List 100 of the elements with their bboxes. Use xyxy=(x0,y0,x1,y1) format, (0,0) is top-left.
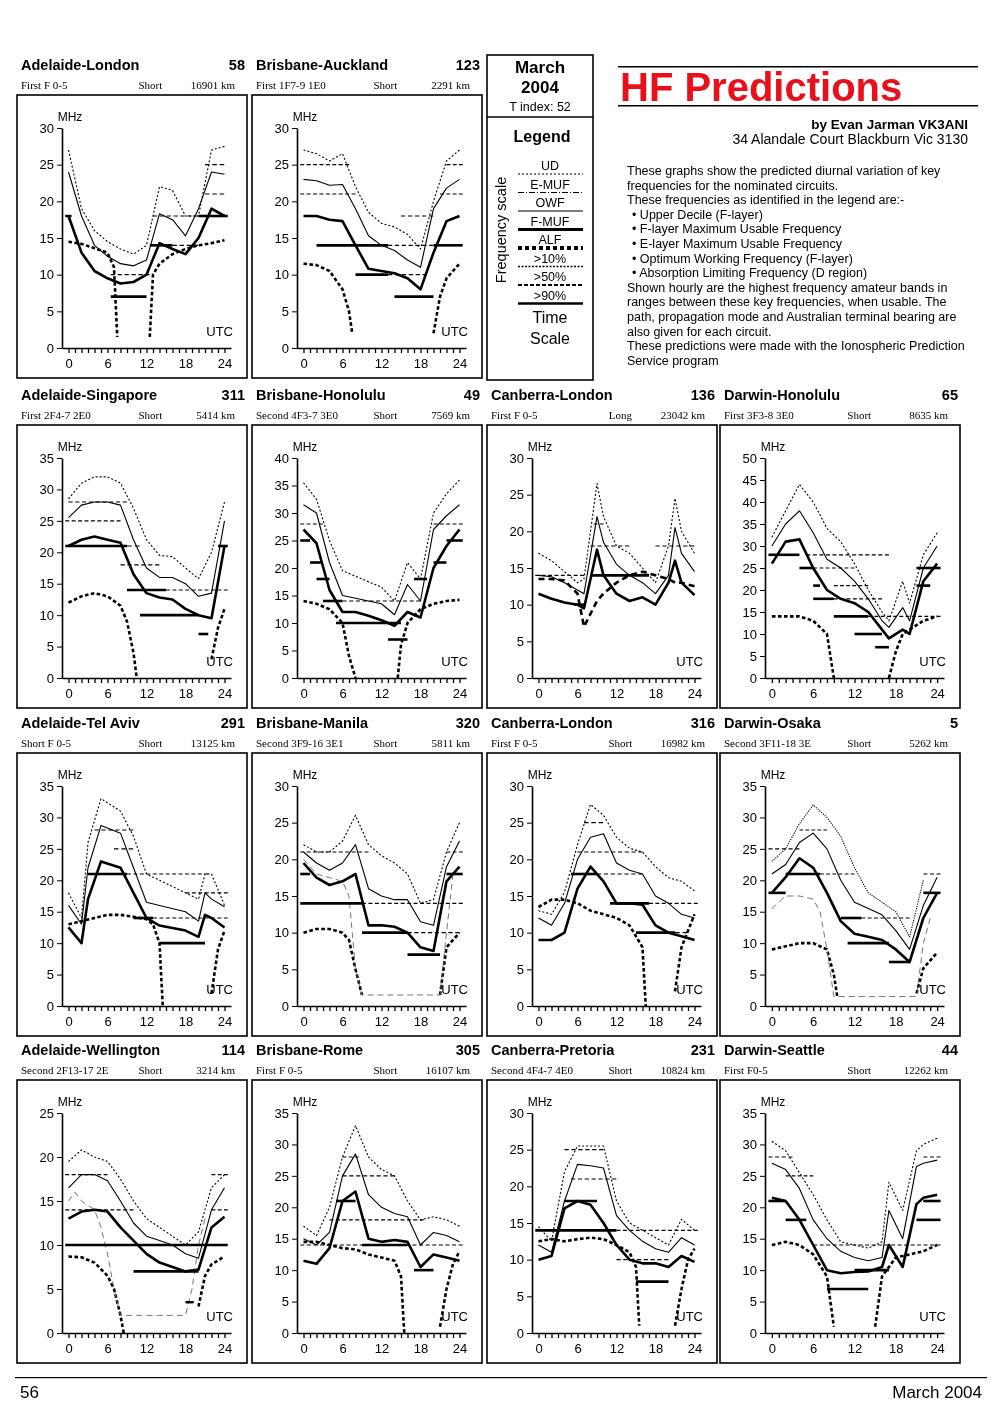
y-tick-label: 15 xyxy=(509,1215,524,1231)
y-tick-label: 25 xyxy=(39,841,54,857)
text: 65 xyxy=(941,387,958,403)
y-tick-label: 35 xyxy=(274,478,289,494)
y-tick-label: 5 xyxy=(46,1281,54,1297)
y-tick-label: 25 xyxy=(509,1142,524,1158)
chart-title: Brisbane-Honolulu xyxy=(256,387,386,403)
text: Short xyxy=(847,1064,872,1076)
text: These frequencies as identified in the legend are:- xyxy=(627,193,905,208)
x-tick-label: 18 xyxy=(178,1013,194,1029)
y-tick-label: 20 xyxy=(742,1199,757,1215)
x-tick-label: 0 xyxy=(535,1340,543,1356)
y-tick-label: 0 xyxy=(749,1325,757,1341)
text: 44 xyxy=(941,1042,958,1058)
y-axis-title: MHz xyxy=(760,768,786,782)
y-tick-label: 5 xyxy=(749,967,757,983)
annotation: UTC xyxy=(919,1309,946,1324)
text: 5 xyxy=(949,715,958,731)
y-tick-label: 20 xyxy=(274,560,289,576)
y-axis-title: MHz xyxy=(57,768,83,782)
y-axis-title: MHz xyxy=(527,768,553,782)
text: Short xyxy=(373,79,398,91)
y-tick-label: 10 xyxy=(509,597,524,613)
x-tick-label: 0 xyxy=(65,685,73,701)
text: First F0-5 xyxy=(724,1064,769,1076)
y-tick-label: 30 xyxy=(39,810,54,826)
x-tick-label: 18 xyxy=(413,355,429,371)
chart-title: Adelaide-Tel Aviv xyxy=(21,715,140,731)
y-tick-label: 20 xyxy=(39,1149,54,1165)
y-tick-label: 25 xyxy=(742,560,757,576)
x-tick-label: 12 xyxy=(847,685,863,701)
x-tick-label: 12 xyxy=(609,1340,625,1356)
text: Short xyxy=(138,409,163,421)
x-tick-label: 12 xyxy=(139,685,155,701)
x-tick-label: 24 xyxy=(217,685,233,701)
text: First F 0-5 xyxy=(256,1064,303,1076)
y-tick-label: 30 xyxy=(509,450,524,466)
x-tick-label: 12 xyxy=(374,685,390,701)
text: 123 xyxy=(455,57,480,73)
y-tick-label: 35 xyxy=(742,516,757,532)
chart-title: Brisbane-Manila xyxy=(256,715,369,731)
y-tick-label: 25 xyxy=(742,1168,757,1184)
text: Short xyxy=(608,1064,633,1076)
annotation: UTC xyxy=(206,1309,233,1324)
x-tick-label: 24 xyxy=(687,1013,703,1029)
x-tick-label: 24 xyxy=(217,1013,233,1029)
text: 7569 km xyxy=(431,409,471,421)
text: 16107 km xyxy=(425,1064,471,1076)
y-tick-label: 0 xyxy=(281,340,289,356)
y-tick-label: 5 xyxy=(46,303,54,319)
x-tick-label: 18 xyxy=(889,1013,904,1029)
x-tick-label: 24 xyxy=(687,1340,703,1356)
x-tick-label: 12 xyxy=(847,1340,863,1356)
x-tick-label: 6 xyxy=(104,685,112,701)
text: E-MUF xyxy=(530,177,571,192)
x-tick-label: 24 xyxy=(930,1013,945,1029)
x-tick-label: 24 xyxy=(452,1340,468,1356)
text: These graphs show the predicted diurnal variation of key frequencies for the nominated circuits. xyxy=(627,164,942,193)
y-tick-label: 30 xyxy=(274,778,289,794)
x-tick-label: 0 xyxy=(768,1340,776,1356)
text: 3214 km xyxy=(196,1064,236,1076)
y-tick-label: 15 xyxy=(274,1231,289,1247)
text: Short xyxy=(608,737,633,749)
y-axis-title: MHz xyxy=(57,110,83,124)
x-tick-label: 0 xyxy=(300,1013,308,1029)
y-tick-label: 30 xyxy=(742,810,757,826)
y-axis-title: MHz xyxy=(527,1095,553,1109)
x-tick-label: 18 xyxy=(178,355,194,371)
y-tick-label: 20 xyxy=(274,851,289,867)
y-tick-label: 20 xyxy=(509,523,524,539)
text: First F 0-5 xyxy=(21,79,68,91)
text: • Upper Decile (F-layer) xyxy=(632,207,763,222)
y-tick-label: 5 xyxy=(281,1294,289,1310)
annotation: UTC xyxy=(441,1309,468,1324)
text: Legend xyxy=(513,128,571,145)
x-tick-label: 6 xyxy=(104,355,112,371)
y-tick-label: 5 xyxy=(749,1294,757,1310)
y-tick-label: 0 xyxy=(46,1325,54,1341)
y-tick-label: 15 xyxy=(742,1231,757,1247)
y-tick-label: 15 xyxy=(274,888,289,904)
text: OWF xyxy=(535,196,565,210)
text: 2291 km xyxy=(431,79,471,91)
text: F-MUF xyxy=(530,214,570,229)
y-tick-label: 10 xyxy=(39,267,54,283)
y-tick-label: 35 xyxy=(39,778,54,794)
annotation: UTC xyxy=(206,982,233,997)
text: >90% xyxy=(533,288,567,303)
chart-title: Adelaide-London xyxy=(21,57,140,73)
text: by Evan Jarman VK3ANI xyxy=(811,117,968,132)
y-axis-title: MHz xyxy=(292,110,318,124)
y-axis-title: MHz xyxy=(292,1095,318,1109)
y-tick-label: 0 xyxy=(749,670,757,686)
y-tick-label: 25 xyxy=(274,815,289,831)
text: 58 xyxy=(228,57,245,73)
text: Short xyxy=(138,79,163,91)
text: • Absorption Limiting Frequency (D region) xyxy=(632,266,868,281)
text: 316 xyxy=(690,715,715,731)
y-tick-label: 20 xyxy=(274,1199,289,1215)
y-tick-label: 10 xyxy=(39,1237,54,1253)
x-tick-label: 12 xyxy=(609,1013,625,1029)
